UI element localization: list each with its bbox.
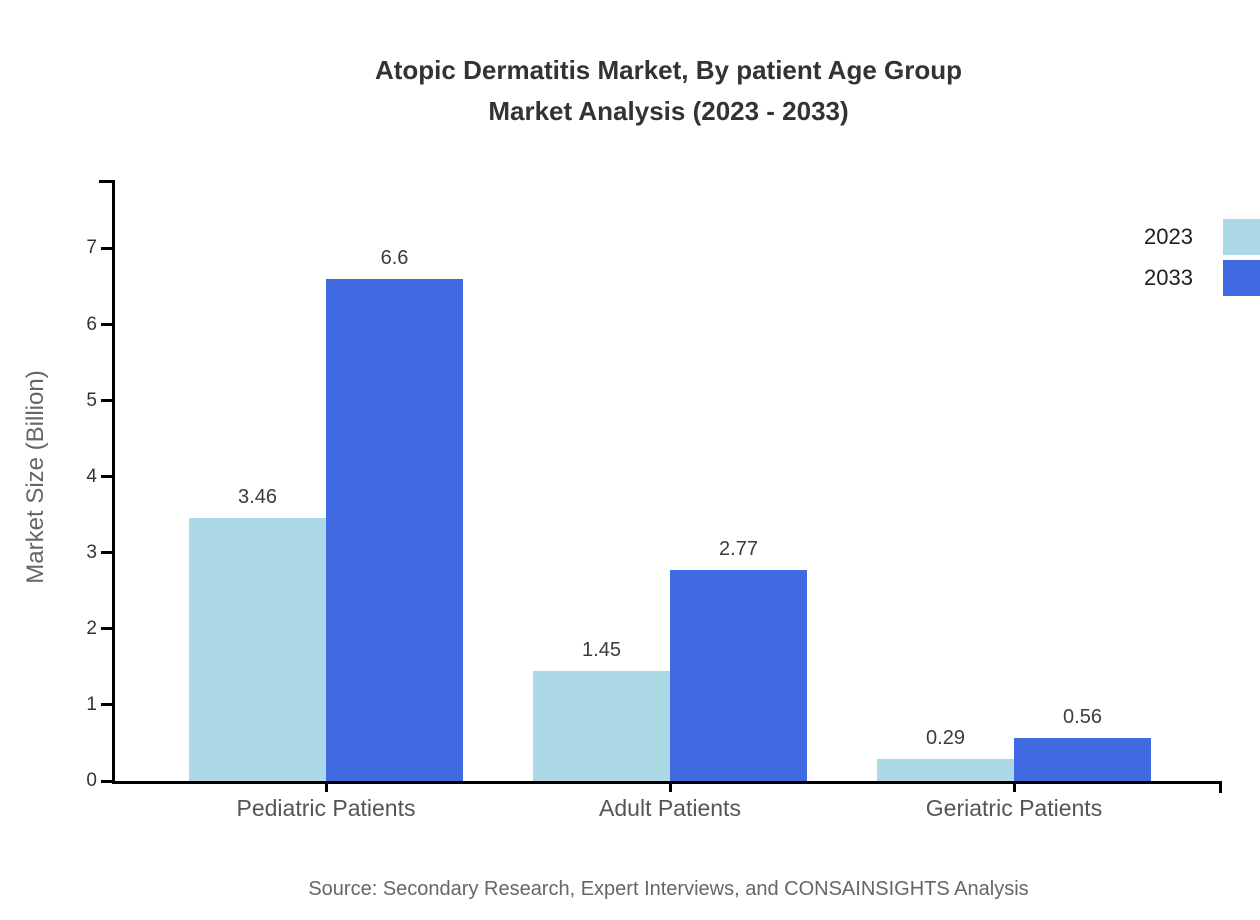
bar-2033-2: [670, 570, 807, 781]
x-tick: [668, 784, 672, 792]
y-tick: [101, 399, 112, 403]
chart-title-line2: Market Analysis (2023 - 2033): [488, 96, 849, 126]
bar-2023-3: [877, 758, 1014, 781]
y-tick-label: 3: [86, 541, 97, 563]
x-axis-end-tick: [1219, 784, 1222, 793]
plot-area: 0 1 2 3 4 5 6 7 Pediatric Patients 3.46 6.6 Adult P…: [86, 180, 1222, 821]
y-tick: [101, 323, 112, 327]
x-tick: [1012, 784, 1016, 792]
legend-item-2023: 2023: [1144, 219, 1260, 255]
y-tick-label: 4: [86, 465, 97, 487]
bar-value-label: 2.77: [719, 538, 758, 561]
bar-value-label: 6.6: [380, 246, 409, 269]
legend-swatch: [1223, 219, 1260, 255]
bar-2023-2: [533, 670, 670, 781]
y-tick: [101, 627, 112, 631]
x-tick: [324, 784, 328, 792]
bar-value-label: 1.45: [582, 638, 621, 661]
category-label: Geriatric Patients: [925, 795, 1103, 821]
chart-title-line1: Atopic Dermatitis Market, By patient Age…: [374, 55, 963, 85]
y-tick: [101, 551, 112, 555]
y-axis-title: Market Size (Billion): [22, 370, 49, 584]
y-axis-line: [112, 180, 115, 784]
bar-value-label: 3.46: [238, 485, 277, 508]
bar-2033-1: [326, 278, 463, 781]
y-tick: [101, 475, 112, 479]
y-tick-label: 6: [86, 313, 97, 335]
y-tick-label: 5: [86, 389, 97, 411]
legend-label: 2023: [1144, 224, 1193, 249]
legend-item-2033: 2033: [1144, 260, 1260, 296]
y-axis-end-tick: [99, 180, 112, 183]
source-note: Source: Secondary Research, Expert Inter…: [308, 878, 1029, 900]
legend-label: 2033: [1144, 265, 1193, 290]
category-label: Adult Patients: [599, 795, 741, 821]
bar-2033-3: [1014, 738, 1151, 781]
y-tick: [101, 779, 112, 783]
y-tick: [101, 703, 112, 707]
bar-value-label: 0.56: [1063, 706, 1102, 729]
bar-value-label: 0.29: [926, 726, 965, 749]
category-label: Pediatric Patients: [236, 795, 416, 821]
legend-swatch: [1223, 260, 1260, 296]
x-axis-line: [112, 781, 1222, 784]
chart-title: Atopic Dermatitis Market, By patient Age…: [115, 50, 1222, 132]
y-tick-label: 1: [86, 693, 97, 715]
legend: 2023 2033: [1144, 219, 1260, 301]
bar-2023-1: [189, 517, 326, 781]
y-tick-label: 2: [86, 617, 97, 639]
y-tick-label: 7: [86, 237, 97, 259]
y-tick: [101, 246, 112, 250]
y-tick-label: 0: [86, 770, 97, 791]
